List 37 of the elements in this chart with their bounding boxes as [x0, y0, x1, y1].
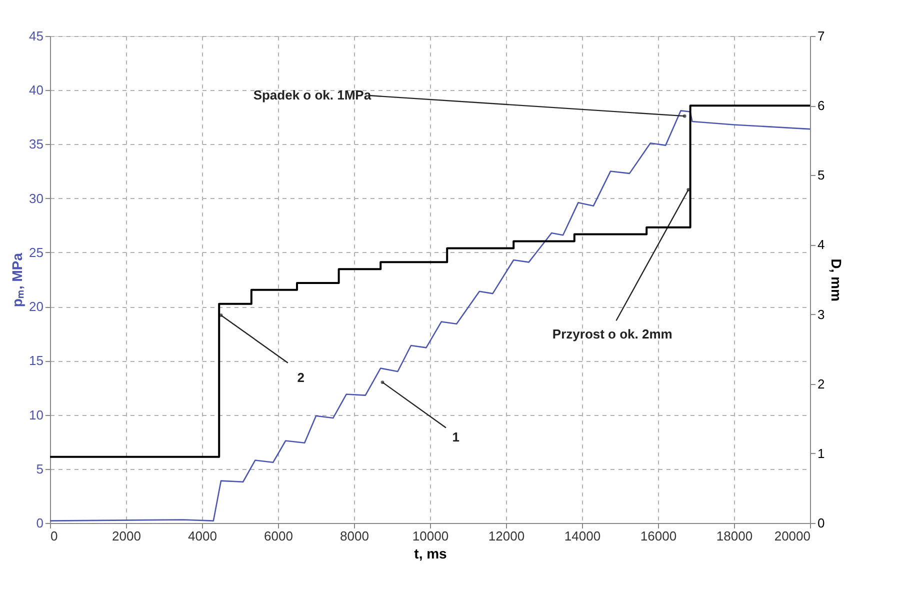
y-tick-label: 40 — [29, 82, 44, 98]
x-tick-label: 20000 — [774, 528, 810, 544]
x-tick-label: 18000 — [716, 528, 753, 544]
y2-tick-label: 1 — [818, 446, 825, 461]
y2-tick-label: 5 — [818, 168, 825, 183]
annotation: Przyrost o ok. 2mm — [552, 326, 672, 342]
y2-tick-label: 0 — [818, 516, 825, 530]
x-tick-label: 4000 — [188, 528, 217, 544]
x-tick-label: 2000 — [112, 528, 141, 544]
y2-tick-label: 6 — [818, 98, 825, 114]
y-tick-label: 25 — [29, 244, 44, 260]
x-tick-label: 8000 — [340, 528, 369, 544]
x-tick-label: 0 — [50, 528, 58, 544]
x-tick-label: 14000 — [564, 528, 601, 544]
y-tick-label: 30 — [29, 190, 44, 206]
annotation: Spadek o ok. 1MPa — [253, 88, 372, 103]
y-tick-label: 45 — [29, 28, 44, 44]
y-tick-label: 0 — [36, 516, 44, 530]
y2-axis-title: D, mm — [828, 258, 845, 302]
y-tick-label: 15 — [29, 353, 44, 368]
y-tick-label: 35 — [29, 136, 44, 152]
x-tick-label: 16000 — [640, 528, 677, 544]
annotation: 2 — [297, 370, 304, 385]
x-tick-label: 6000 — [264, 528, 293, 544]
y-tick-label: 20 — [29, 299, 44, 314]
y2-tick-label: 7 — [818, 28, 825, 44]
y-axis-title: pₘ, MPa — [9, 252, 26, 308]
x-tick-label: 12000 — [488, 528, 525, 544]
y2-tick-label: 2 — [818, 376, 825, 392]
x-axis-title: t, ms — [414, 546, 448, 562]
y2-tick-label: 4 — [818, 237, 825, 252]
y-tick-label: 10 — [29, 407, 44, 422]
y-tick-label: 5 — [36, 461, 44, 476]
y2-tick-label: 3 — [818, 306, 825, 322]
line-series — [49, 110, 811, 522]
annotation: 1 — [452, 430, 460, 445]
x-tick-label: 10000 — [412, 528, 449, 544]
